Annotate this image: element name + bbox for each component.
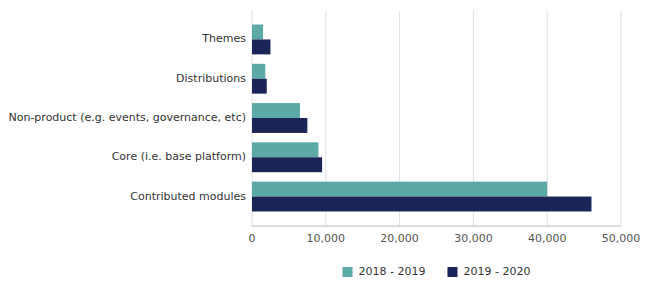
- legend-swatch: [343, 267, 353, 277]
- bar: [252, 197, 591, 212]
- x-tick-label: 40,000: [528, 232, 567, 245]
- bar: [252, 142, 318, 157]
- bar: [252, 182, 547, 197]
- x-tick-label: 20,000: [380, 232, 419, 245]
- legend-label: 2018 - 2019: [359, 265, 426, 278]
- legend: 2018 - 2019 2019 - 2020: [343, 265, 531, 278]
- bar: [252, 157, 322, 172]
- x-tick-label: 50,000: [602, 232, 641, 245]
- x-tick-labels: 0 10,000 20,000 30,000 40,000 50,000: [249, 232, 641, 245]
- category-label: Distributions: [176, 72, 246, 85]
- chart: Contributed modules Core (i.e. base platf…: [0, 0, 649, 288]
- category-label: Themes: [201, 32, 246, 45]
- bar: [252, 79, 267, 94]
- category-label: Non-product (e.g. events, governance, et…: [8, 111, 246, 124]
- category-label: Core (i.e. base platform): [112, 150, 246, 163]
- grid: [252, 10, 621, 226]
- bars: [252, 25, 591, 212]
- bar: [252, 118, 307, 133]
- bar: [252, 25, 263, 40]
- bar: [252, 103, 300, 118]
- x-tick-label: 0: [249, 232, 256, 245]
- x-tick-label: 30,000: [454, 232, 493, 245]
- x-tick-label: 10,000: [307, 232, 346, 245]
- legend-label: 2019 - 2020: [464, 265, 531, 278]
- x-axis-line: [252, 226, 621, 227]
- category-label: Contributed modules: [130, 190, 246, 203]
- grid-line: [621, 10, 622, 226]
- bar: [252, 39, 270, 54]
- bar: [252, 64, 265, 79]
- legend-swatch: [448, 267, 458, 277]
- category-labels: Contributed modules Core (i.e. base platf…: [8, 32, 246, 202]
